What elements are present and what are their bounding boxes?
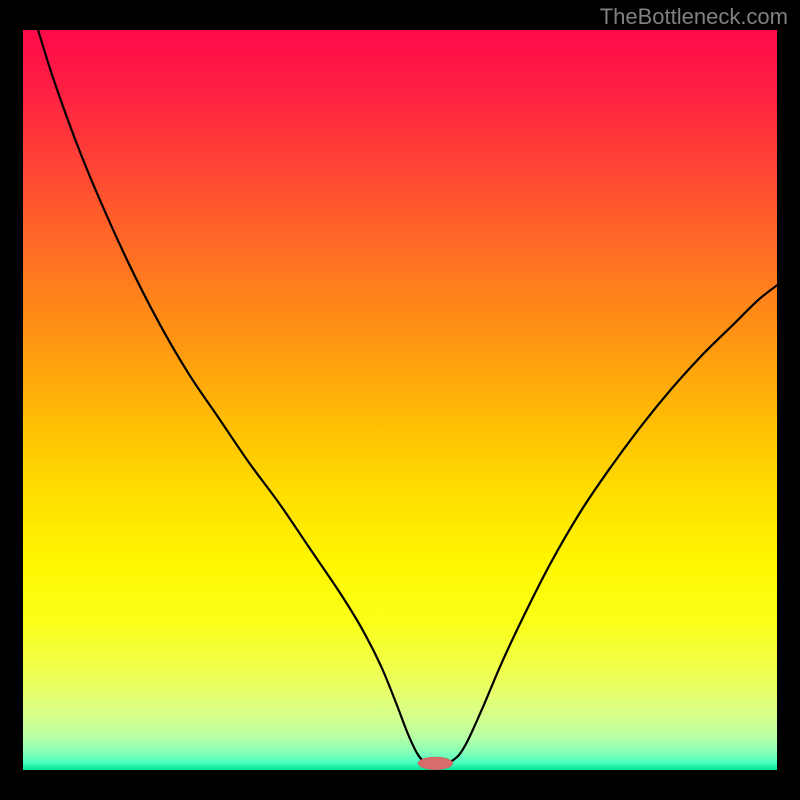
chart-svg	[23, 30, 777, 770]
minimum-marker	[418, 757, 453, 770]
gradient-background	[23, 30, 777, 770]
watermark-text: TheBottleneck.com	[600, 4, 788, 30]
chart-frame: TheBottleneck.com	[0, 0, 800, 800]
plot-container	[23, 30, 777, 770]
